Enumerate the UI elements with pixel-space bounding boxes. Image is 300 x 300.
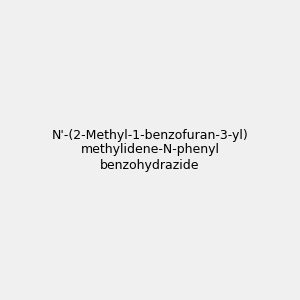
Text: N'-(2-Methyl-1-benzofuran-3-yl)
methylidene-N-phenyl
benzohydrazide: N'-(2-Methyl-1-benzofuran-3-yl) methylid… <box>52 128 248 172</box>
